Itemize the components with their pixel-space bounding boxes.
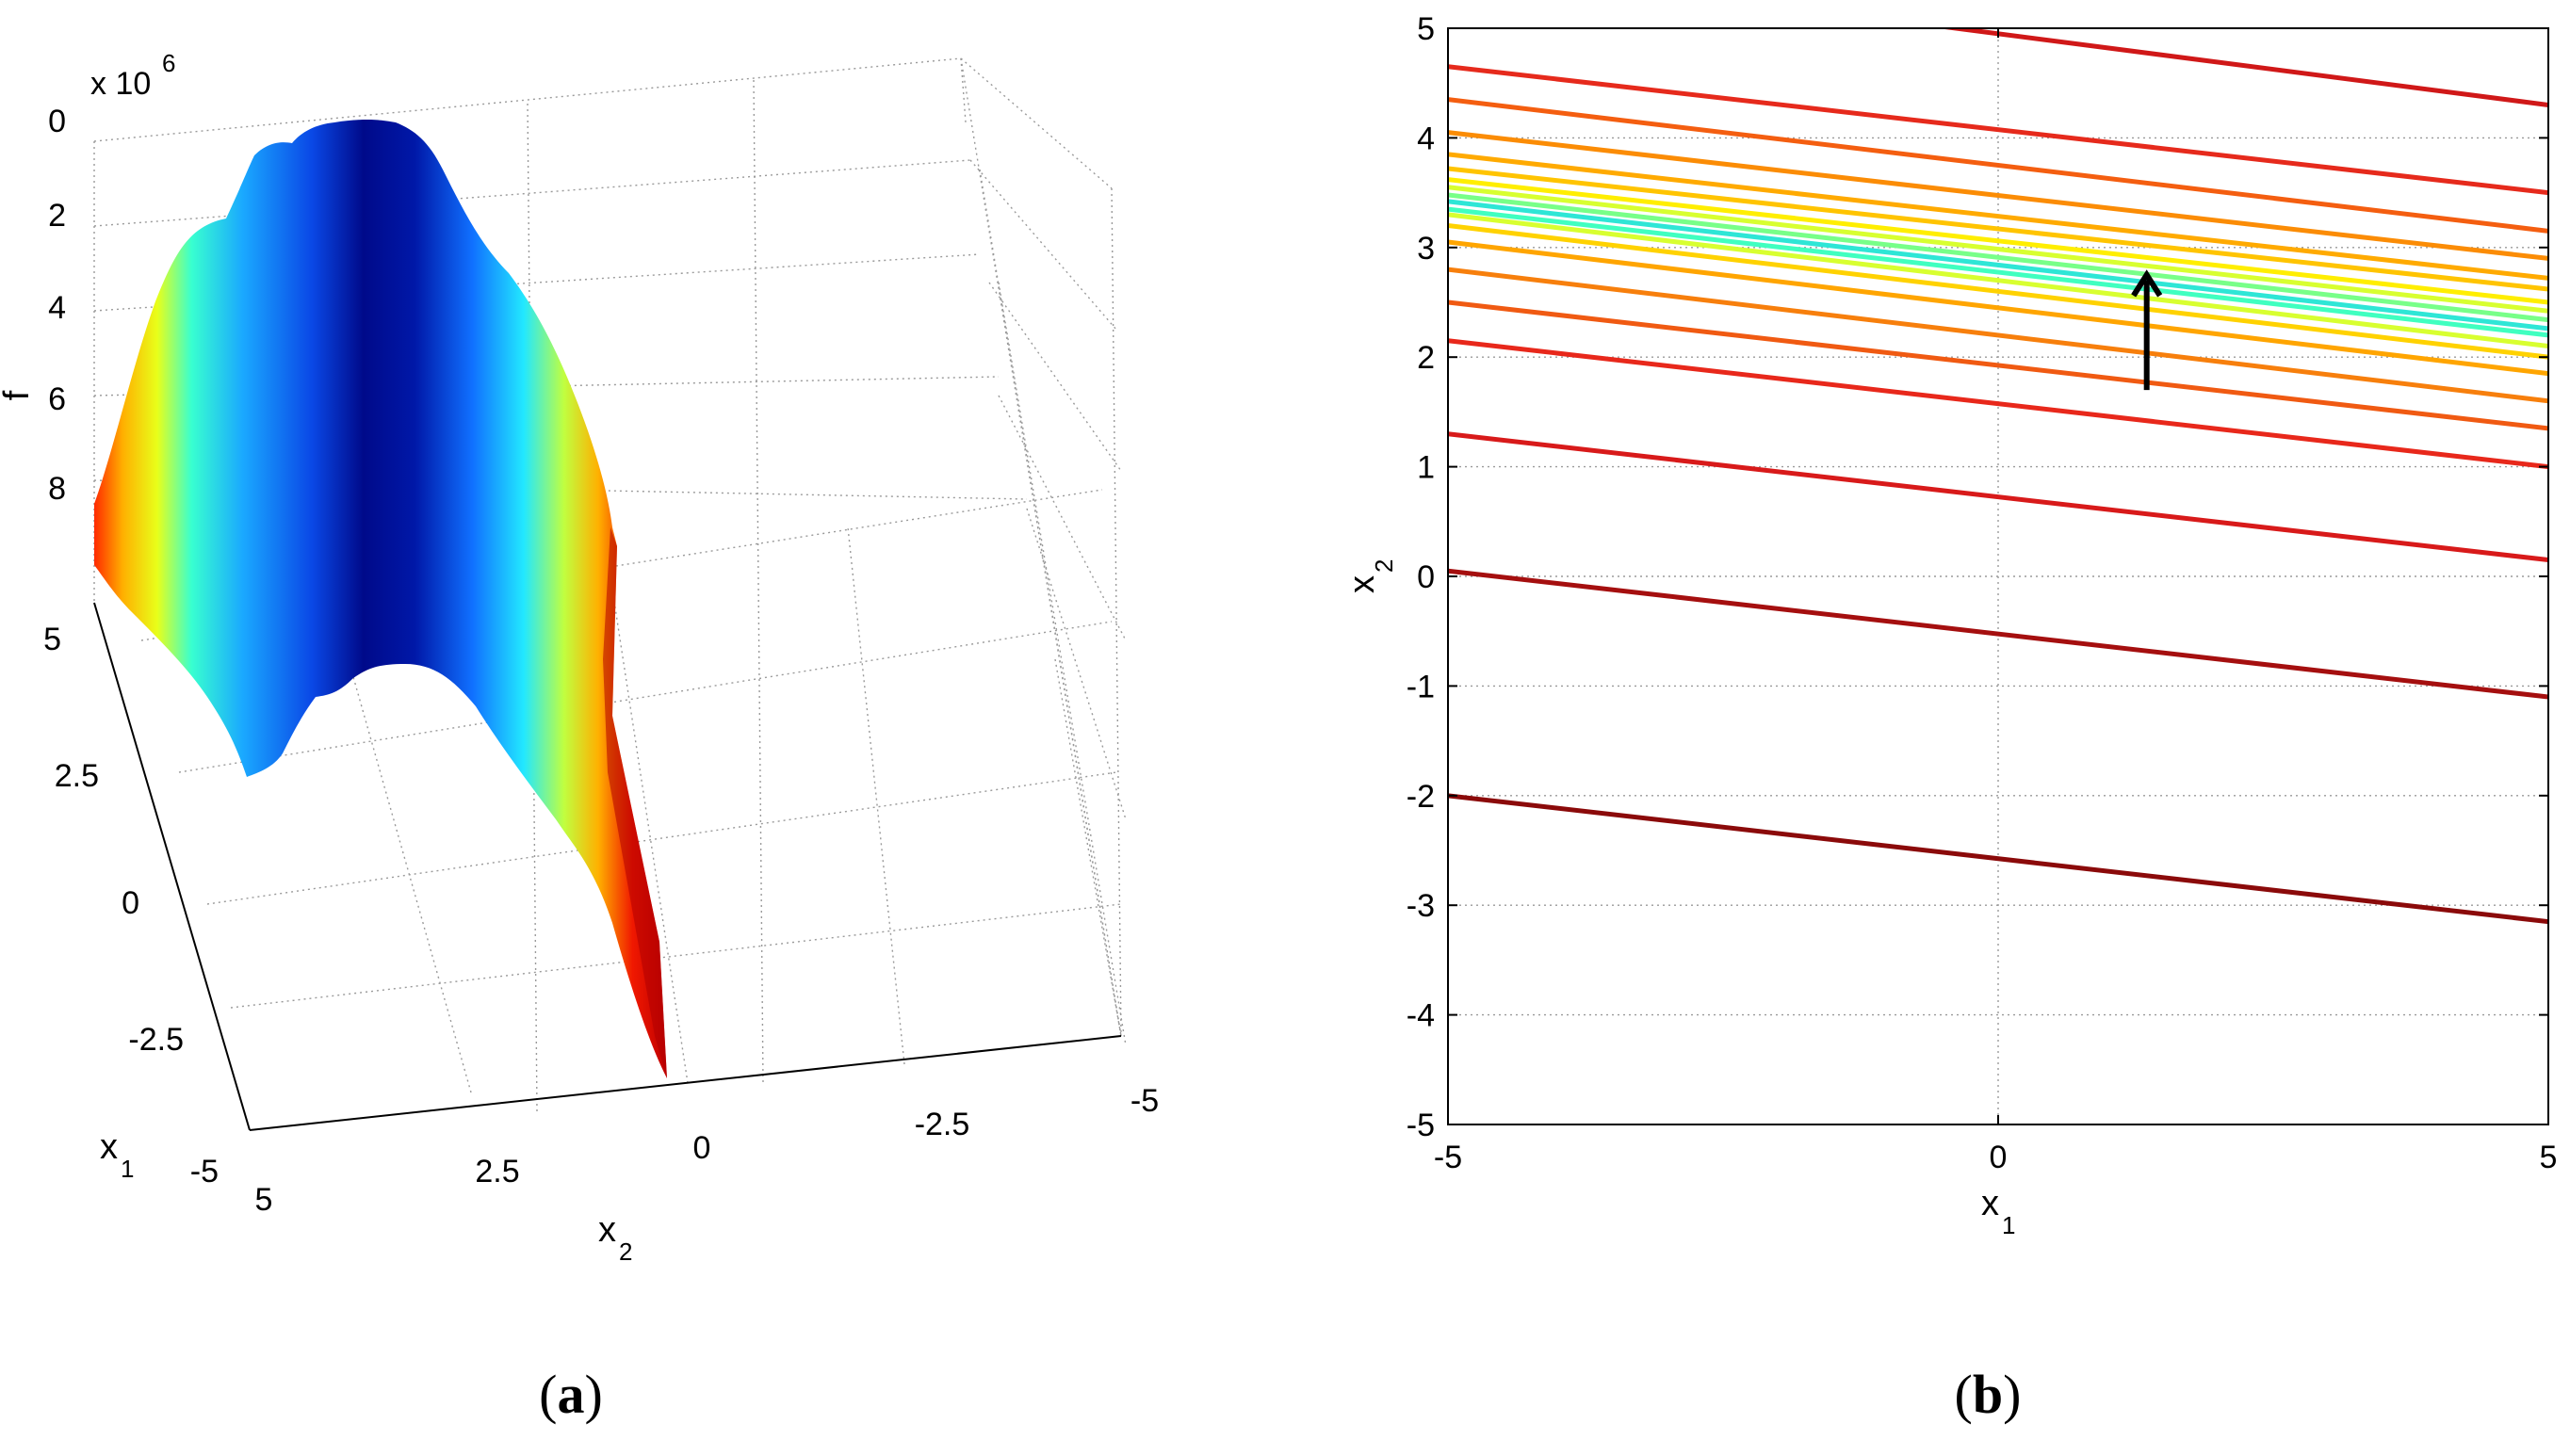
y-tick-label: 0 [1417,559,1435,595]
x1-tick-label: 5 [43,622,61,657]
contour-line [1448,185,2548,314]
y-tick-label: -4 [1407,998,1435,1034]
y-tick-label: 1 [1417,450,1435,486]
y-tick-label: -2 [1407,779,1435,815]
x2-tick-label: 5 [255,1182,273,1218]
x2-axis-label-sub: 2 [619,1238,632,1266]
surface-mesh [94,120,667,1078]
y-tick-label: 2 [1417,340,1435,376]
x1-axis-label: x [100,1127,118,1167]
x-tick-label: 0 [1990,1140,2008,1175]
x2-tick-label: 2.5 [475,1154,519,1189]
z-tick-label: 4 [48,290,66,326]
contour-line [1448,64,2548,196]
z-axis-label: f [0,390,37,400]
x1-axis-label: x [1981,1184,1999,1223]
y-tick-label: 5 [1417,11,1435,47]
contour-line [1448,223,2548,360]
x1-axis-label-sub: 1 [2002,1211,2015,1239]
x1-axis-label-sub: 1 [121,1155,134,1183]
contour-line [1448,793,2548,925]
z-tick-label: 6 [48,381,66,417]
arrow-head [2131,269,2163,298]
contour-line [1448,568,2548,700]
x2-tick-label: -5 [1130,1083,1159,1119]
surface-edge-shadow [603,527,667,1078]
direction-arrow [2131,269,2163,391]
contour-lines [1448,28,2548,925]
contour-line [1448,212,2548,349]
contour-line [1448,166,2548,292]
x2-tick-label: 0 [693,1130,711,1166]
contour-axes: 5 4 3 2 1 0 -1 -2 -3 -4 -5-5 0 5 [1407,11,2558,1175]
x1-tick-label: -5 [190,1154,219,1189]
x2-axis-label-sub: 2 [1370,559,1398,573]
x2-axis-label: x [598,1210,616,1250]
x-tick-label: -5 [1434,1140,1462,1175]
contour-line [1448,299,2548,431]
contour-line [1448,431,2548,563]
x2-tick-label: -2.5 [915,1107,970,1142]
y-tick-label: -1 [1407,669,1435,704]
contour-line [1448,177,2548,305]
contour-line [1448,199,2548,332]
x1-tick-label: 2.5 [55,758,99,794]
contour-line [1448,152,2548,281]
surface-plot-panel: x 10 6 0 2 4 6 8 f 5 2.5 0 -2.5 -5 x 1 5… [0,49,1159,1425]
panel-b-caption: (b) [1955,1364,2022,1425]
z-tick-label: 8 [48,471,66,507]
z-exponent-label: x 10 [90,66,151,102]
x1-tick-label: -2.5 [128,1022,184,1058]
x2-axis: 5 2.5 0 -2.5 -5 x 2 [255,1083,1160,1266]
z-tick-label: 0 [48,104,66,139]
contour-plot-panel: 5 4 3 2 1 0 -1 -2 -3 -4 -5-5 0 5 x 1 x 2 (b) [1342,11,2558,1425]
y-tick-label: 3 [1417,231,1435,267]
y-tick-label: 4 [1417,121,1435,156]
contour-line [1448,239,2548,377]
contour-line [1448,130,2548,261]
x1-tick-label: 0 [122,885,139,921]
panel-a-caption: (a) [539,1364,603,1425]
contour-line [1448,97,2548,234]
z-exponent-power: 6 [162,49,175,77]
x1-axis: 5 2.5 0 -2.5 -5 x 1 [43,622,219,1189]
y-tick-label: -5 [1407,1108,1435,1143]
contour-line [1448,192,2548,323]
z-tick-label: 2 [48,198,66,234]
contour-line [1448,206,2548,338]
contour-line [1448,267,2548,404]
x2-axis-label: x [1342,575,1382,593]
contour-line [1448,338,2548,470]
x-tick-label: 5 [2540,1140,2558,1175]
y-tick-label: -3 [1407,888,1435,924]
z-axis: x 10 6 0 2 4 6 8 f [0,49,175,507]
